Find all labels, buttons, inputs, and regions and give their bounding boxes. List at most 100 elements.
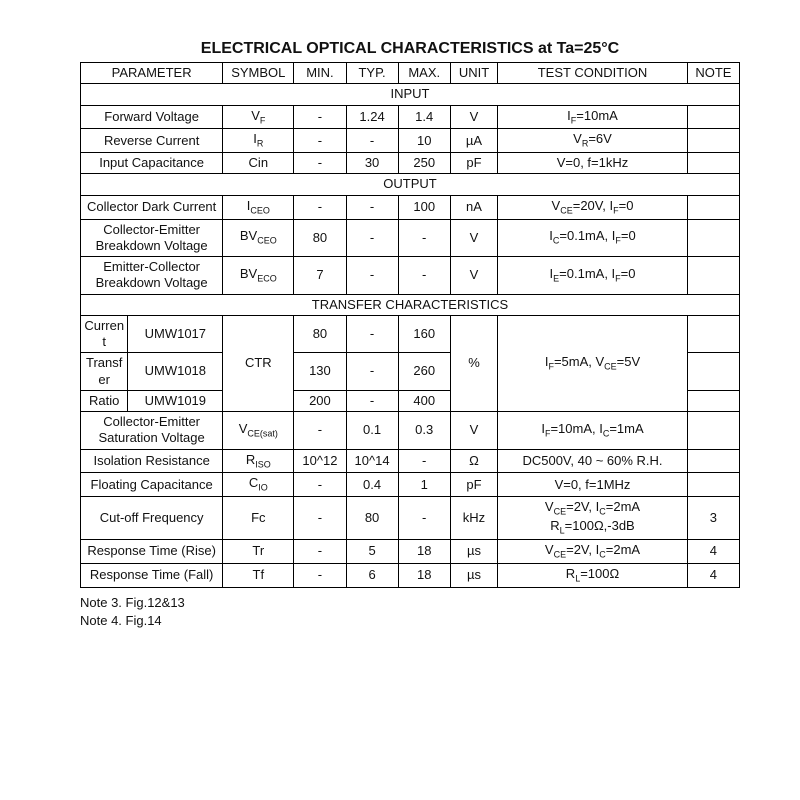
max: -: [398, 257, 450, 295]
max: 260: [398, 353, 450, 391]
max: 10: [398, 129, 450, 153]
hdr-typ: TYP.: [346, 63, 398, 84]
param: Collector-Emitter Breakdown Voltage: [81, 219, 223, 257]
section-input: INPUT: [81, 84, 740, 105]
param: Response Time (Rise): [81, 539, 223, 563]
typ: 0.1: [346, 412, 398, 450]
typ: 80: [346, 497, 398, 540]
max: 160: [398, 315, 450, 353]
symbol: BVECO: [223, 257, 294, 295]
note: [687, 353, 739, 391]
symbol: BVCEO: [223, 219, 294, 257]
table-header-row: PARAMETER SYMBOL MIN. TYP. MAX. UNIT TES…: [81, 63, 740, 84]
cond: DC500V, 40 ~ 60% R.H.: [498, 449, 688, 473]
section-transfer: TRANSFER CHARACTERISTICS: [81, 294, 740, 315]
note: 4: [687, 539, 739, 563]
param: Emitter-Collector Breakdown Voltage: [81, 257, 223, 295]
cond: IF=10mA: [498, 105, 688, 129]
characteristics-table: PARAMETER SYMBOL MIN. TYP. MAX. UNIT TES…: [80, 62, 740, 588]
min: 7: [294, 257, 346, 295]
row-vcesat: Collector-Emitter Saturation Voltage VCE…: [81, 412, 740, 450]
max: 18: [398, 539, 450, 563]
min: 10^12: [294, 449, 346, 473]
cond: IC=0.1mA, IF=0: [498, 219, 688, 257]
param-a: Transfer: [81, 353, 128, 391]
cond: VCE=20V, IF=0: [498, 195, 688, 219]
row-floating-capacitance: Floating Capacitance CIO - 0.4 1 pF V=0,…: [81, 473, 740, 497]
unit: Ω: [450, 449, 497, 473]
cond: RL=100Ω: [498, 563, 688, 587]
param: Response Time (Fall): [81, 563, 223, 587]
cond: VR=6V: [498, 129, 688, 153]
symbol: Fc: [223, 497, 294, 540]
page-title: ELECTRICAL OPTICAL CHARACTERISTICS at Ta…: [80, 40, 740, 58]
hdr-unit: UNIT: [450, 63, 497, 84]
min: 130: [294, 353, 346, 391]
hdr-max: MAX.: [398, 63, 450, 84]
min: 80: [294, 219, 346, 257]
symbol: Tr: [223, 539, 294, 563]
typ: 1.24: [346, 105, 398, 129]
cond: VCE=2V, IC=2mA: [498, 539, 688, 563]
unit: µs: [450, 563, 497, 587]
typ: 6: [346, 563, 398, 587]
note: [687, 129, 739, 153]
symbol: ICEO: [223, 195, 294, 219]
param: Forward Voltage: [81, 105, 223, 129]
symbol: Tf: [223, 563, 294, 587]
min: -: [294, 153, 346, 174]
typ: -: [346, 257, 398, 295]
unit: V: [450, 219, 497, 257]
hdr-min: MIN.: [294, 63, 346, 84]
note: 3: [687, 497, 739, 540]
min: 200: [294, 390, 346, 411]
unit: V: [450, 105, 497, 129]
hdr-parameter: PARAMETER: [81, 63, 223, 84]
param-line1: Emitter-Collector: [103, 259, 200, 274]
symbol: RISO: [223, 449, 294, 473]
param: Cut-off Frequency: [81, 497, 223, 540]
max: 0.3: [398, 412, 450, 450]
min: -: [294, 195, 346, 219]
row-bveco: Emitter-Collector Breakdown Voltage BVEC…: [81, 257, 740, 295]
row-response-rise: Response Time (Rise) Tr - 5 18 µs VCE=2V…: [81, 539, 740, 563]
param-line1: Collector-Emitter: [103, 414, 200, 429]
min: -: [294, 563, 346, 587]
param: Input Capacitance: [81, 153, 223, 174]
symbol: VCE(sat): [223, 412, 294, 450]
note: [687, 153, 739, 174]
typ: 5: [346, 539, 398, 563]
row-bvceo: Collector-Emitter Breakdown Voltage BVCE…: [81, 219, 740, 257]
param: Collector-Emitter Saturation Voltage: [81, 412, 223, 450]
param-b: UMW1018: [128, 353, 223, 391]
symbol: IR: [223, 129, 294, 153]
unit: nA: [450, 195, 497, 219]
min: -: [294, 105, 346, 129]
min: -: [294, 473, 346, 497]
note: [687, 219, 739, 257]
param: Isolation Resistance: [81, 449, 223, 473]
param: Floating Capacitance: [81, 473, 223, 497]
param-a: Current: [81, 315, 128, 353]
row-reverse-current: Reverse Current IR - - 10 µA VR=6V: [81, 129, 740, 153]
note: [687, 257, 739, 295]
max: 18: [398, 563, 450, 587]
cond: V=0, f=1kHz: [498, 153, 688, 174]
hdr-symbol: SYMBOL: [223, 63, 294, 84]
max: -: [398, 219, 450, 257]
param-line2: Saturation Voltage: [99, 430, 205, 445]
min: -: [294, 412, 346, 450]
cond: IF=5mA, VCE=5V: [498, 315, 688, 411]
note: [687, 473, 739, 497]
unit: pF: [450, 473, 497, 497]
row-input-capacitance: Input Capacitance Cin - 30 250 pF V=0, f…: [81, 153, 740, 174]
note: 4: [687, 563, 739, 587]
min: 80: [294, 315, 346, 353]
max: 250: [398, 153, 450, 174]
note: [687, 105, 739, 129]
row-response-fall: Response Time (Fall) Tf - 6 18 µs RL=100…: [81, 563, 740, 587]
unit: pF: [450, 153, 497, 174]
param-line2: Breakdown Voltage: [96, 275, 208, 290]
max: 1: [398, 473, 450, 497]
typ: -: [346, 315, 398, 353]
